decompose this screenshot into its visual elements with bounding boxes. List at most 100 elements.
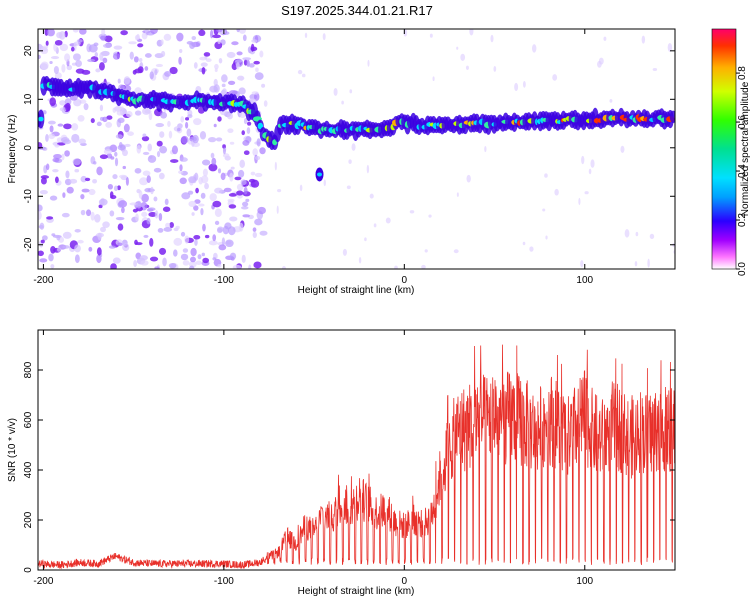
spectrogram-noise-blob: [179, 164, 183, 172]
spectrogram-noise-blob: [79, 29, 87, 35]
spectrogram-noise-blob: [117, 117, 125, 124]
spectrogram-noise-blob: [116, 110, 123, 116]
spectrogram-frame: [37, 28, 676, 270]
spectrogram-xtick-label: -100: [214, 275, 234, 286]
spectrogram-noise-blob: [588, 168, 592, 175]
spectrogram-ytick-label: 10: [23, 93, 34, 105]
spectrogram-noise-blob: [171, 145, 178, 155]
spectrogram-noise-blob: [163, 33, 172, 41]
spectrogram-noise-blob: [164, 198, 169, 206]
spectrogram-noise-blob: [62, 245, 70, 249]
snr-panel: -200 -100 0 100 0 200 400 600 800 Height of stra…: [7, 329, 676, 597]
spectrogram-noise-blob: [242, 140, 250, 146]
spectrogram-noise-blob: [299, 184, 303, 192]
spectrogram-noise-blob: [253, 261, 262, 269]
spectrogram-noise-blob: [165, 222, 171, 229]
spectrogram-noise-blob: [578, 197, 581, 206]
spectrogram-noise-blob: [191, 36, 197, 41]
spectrogram-noise-blob: [256, 138, 261, 147]
snr-frame: [37, 329, 676, 571]
spectrogram-noise-blob: [245, 198, 250, 202]
spectrogram-noise-blob: [109, 191, 114, 199]
spectrogram-noise-blob: [66, 186, 74, 194]
spectrogram-noise-blob: [208, 163, 218, 172]
spectrogram-noise-blob: [248, 264, 252, 269]
spectrogram-noise-blob: [149, 237, 154, 247]
spectrogram-noise-blob: [211, 157, 217, 166]
spectrogram-noise-blob: [243, 186, 248, 195]
spectrogram-noise-blob: [429, 33, 433, 38]
spectrogram-noise-blob: [148, 112, 153, 121]
spectrogram-noise-blob: [545, 235, 548, 240]
spectrogram-noise-blob: [134, 168, 142, 174]
spectrogram-noise-blob: [208, 137, 217, 143]
spectrogram-noise-blob: [120, 30, 128, 36]
spectrogram-noise-blob: [199, 56, 207, 61]
spectrogram-noise-blob: [242, 201, 249, 207]
spectrogram-noise-blob: [83, 103, 89, 111]
spectrogram-noise-blob: [48, 253, 54, 262]
spectrogram-noise-blob: [226, 112, 233, 120]
spectrogram-noise-blob: [65, 102, 71, 112]
spectrogram-noise-blob: [341, 100, 344, 105]
colorbar-tick-label: 0.8: [737, 66, 748, 80]
spectrogram-noise-blob: [97, 232, 102, 241]
spectrogram-noise-blob: [201, 159, 211, 166]
spectrogram-noise-blob: [234, 59, 243, 63]
spectrogram-noise-blob: [301, 73, 306, 78]
spectrogram-noise-blob: [46, 216, 54, 220]
spectrogram-noise-blob: [112, 257, 121, 264]
spectrogram-noise-blob: [212, 34, 221, 39]
spectrogram-noise-blob: [432, 76, 435, 82]
spectrogram-noise-blob: [118, 174, 128, 179]
spectrogram-noise-blob: [188, 176, 197, 184]
spectrogram-noise-blob: [123, 123, 130, 133]
spectrogram-noise-blob: [514, 82, 519, 92]
spectrogram-noise-blob: [135, 252, 142, 260]
spectrogram-noise-blob: [490, 34, 494, 43]
spectrogram-noise-blob: [229, 216, 238, 222]
spectrogram-xtick-label: 0: [402, 275, 408, 286]
spectrogram-noise-blob: [649, 233, 655, 239]
spectrogram-noise-blob: [154, 266, 160, 269]
spectrogram-noise-blob: [529, 246, 534, 252]
spectrogram-noise-blob: [304, 32, 308, 39]
spectrogram-noise-blob: [177, 127, 181, 132]
spectrogram-noise-blob: [259, 50, 264, 58]
spectrogram-noise-blob: [141, 193, 149, 203]
spectrogram-noise-blob: [45, 163, 50, 171]
spectrogram-noise-blob: [217, 39, 221, 44]
spectrogram-noise-blob: [122, 165, 127, 170]
spectrogram-noise-blob: [257, 206, 266, 215]
spectrogram-ylabel: Frequency (Hz): [7, 115, 18, 184]
spectrogram-noise-blob: [138, 190, 143, 199]
spectrogram-noise-blob: [210, 152, 215, 159]
spectrogram-noise-blob: [92, 178, 98, 184]
spectrogram-noise-blob: [52, 157, 60, 163]
spectrogram-noise-blob: [54, 176, 59, 184]
spectrogram-noise-blob: [240, 179, 247, 186]
spectrogram-noise-blob: [252, 227, 257, 232]
spectrogram-noise-blob: [609, 98, 613, 103]
spectrogram-noise-blob: [133, 260, 138, 268]
spectrogram-noise-blob: [146, 217, 151, 225]
colorbar-ticks: 0.0 0.2 0.4 0.6 0.8: [736, 66, 748, 276]
spectrogram-noise-blob: [635, 231, 639, 237]
spectrogram-noise-blob: [243, 118, 248, 125]
spectrogram-noise-blob: [72, 53, 81, 61]
spectrogram-noise-blob: [80, 193, 85, 200]
snr-ticks: -200 -100 0 100 0 200 400 600 800: [23, 330, 675, 587]
spectrogram-noise-blob: [52, 168, 59, 173]
spectrogram-noise-blob: [259, 230, 268, 236]
spectrogram-noise-blob: [179, 157, 188, 162]
spectrogram-noise-blob: [217, 168, 222, 174]
spectrogram-noise-blob: [185, 117, 190, 121]
spectrogram-noise-blob: [117, 242, 123, 247]
spectrogram-noise-blob: [48, 120, 56, 125]
spectrogram-noise-blob: [246, 127, 251, 134]
spectrogram-noise-blob: [102, 221, 110, 228]
spectrogram-noise-blob: [252, 231, 257, 239]
spectrogram-noise-blob: [385, 217, 391, 224]
spectrogram-noise-blob: [141, 135, 150, 142]
spectrogram-noise-blob: [231, 41, 239, 46]
